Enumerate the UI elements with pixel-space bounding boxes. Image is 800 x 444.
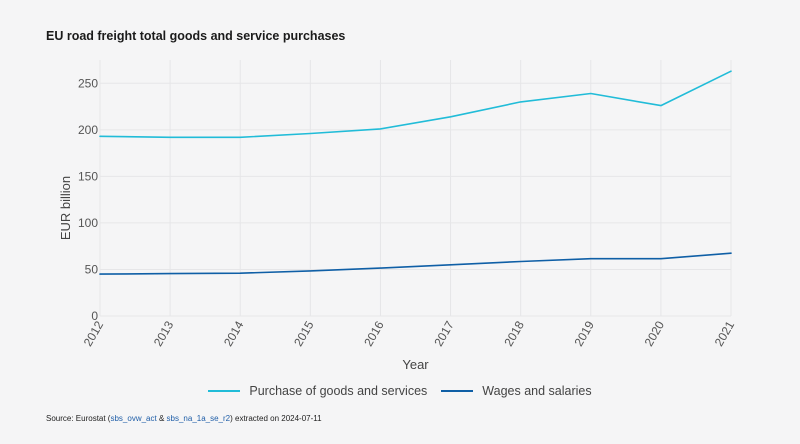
x-tick-label-2016: 2016 [361,318,387,348]
series-line-0 [99,70,732,139]
x-axis-title: Year [402,357,429,372]
series-line-1 [99,252,732,275]
y-tick-label-250: 250 [78,76,98,90]
legend-swatch-purchases [208,390,241,392]
x-tick-label-2017: 2017 [431,318,457,348]
y-tick-label-150: 150 [78,169,98,183]
legend-item-purchases[interactable]: Purchase of goods and services [208,384,427,398]
legend-swatch-wages [441,390,474,392]
legend: Purchase of goods and services Wages and… [0,384,800,398]
source-separator: & [156,414,167,423]
x-tick-label-2014: 2014 [221,318,247,348]
y-tick-label-0: 0 [91,309,98,323]
source-link-sbs-ovw-act[interactable]: sbs_ovw_act [110,414,157,423]
chart-title: EU road freight total goods and service … [46,29,346,43]
x-tick-label-2019: 2019 [572,318,598,348]
y-tick-label-200: 200 [78,123,98,137]
x-tick-label-2018: 2018 [501,318,527,348]
x-tick-label-2012: 2012 [81,318,107,348]
source-prefix: Source: Eurostat ( [46,414,111,423]
x-tick-label-2021: 2021 [712,318,738,348]
y-axis-title: EUR billion [58,176,73,240]
legend-label-purchases: Purchase of goods and services [249,384,428,398]
x-tick-label-2015: 2015 [291,318,317,348]
source-link-sbs-na-1a-se-r2[interactable]: sbs_na_1a_se_r2 [166,414,231,423]
x-tick-label-2020: 2020 [642,318,668,348]
y-tick-label-50: 50 [85,262,99,276]
legend-label-wages: Wages and salaries [482,384,592,398]
source-suffix: ) extracted on 2024-07-11 [230,414,322,423]
x-tick-label-2013: 2013 [151,318,177,348]
source-note: Source: Eurostat (sbs_ovw_act & sbs_na_1… [46,414,322,423]
y-tick-label-100: 100 [78,216,98,230]
legend-item-wages[interactable]: Wages and salaries [441,384,592,398]
